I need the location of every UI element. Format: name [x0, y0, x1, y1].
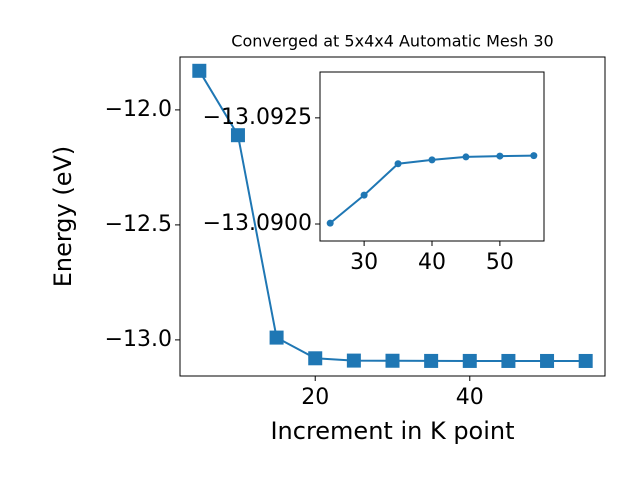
x-tick-label: 50: [486, 250, 514, 275]
data-point: [192, 63, 207, 78]
data-point: [385, 353, 400, 368]
data-point: [360, 191, 368, 199]
x-tick-label: 20: [301, 385, 329, 410]
data-point: [269, 330, 284, 345]
data-point: [394, 160, 402, 168]
data-point: [530, 152, 538, 160]
data-point: [496, 152, 504, 160]
data-point: [346, 353, 361, 368]
data-point: [308, 351, 323, 366]
x-axis-label: Increment in K point: [270, 417, 514, 445]
x-tick-label: 40: [456, 385, 484, 410]
y-axis-label: Energy (eV): [49, 146, 77, 288]
data-point: [230, 128, 245, 143]
x-tick-label: 30: [350, 250, 378, 275]
x-tick-label: 40: [418, 250, 446, 275]
data-point: [501, 353, 516, 368]
data-point: [540, 353, 555, 368]
data-point: [326, 219, 334, 227]
data-point: [462, 153, 470, 161]
data-point: [462, 353, 477, 368]
data-point: [428, 156, 436, 164]
data-point: [424, 353, 439, 368]
data-point: [578, 353, 593, 368]
y-tick-label: −12.5: [105, 212, 172, 237]
y-tick-label: −13.0925: [203, 105, 312, 130]
y-tick-label: −12.0: [105, 97, 172, 122]
y-tick-label: −13.0: [105, 327, 172, 352]
chart-title: Converged at 5x4x4 Automatic Mesh 30: [231, 32, 553, 51]
y-tick-label: −13.0900: [203, 211, 312, 236]
